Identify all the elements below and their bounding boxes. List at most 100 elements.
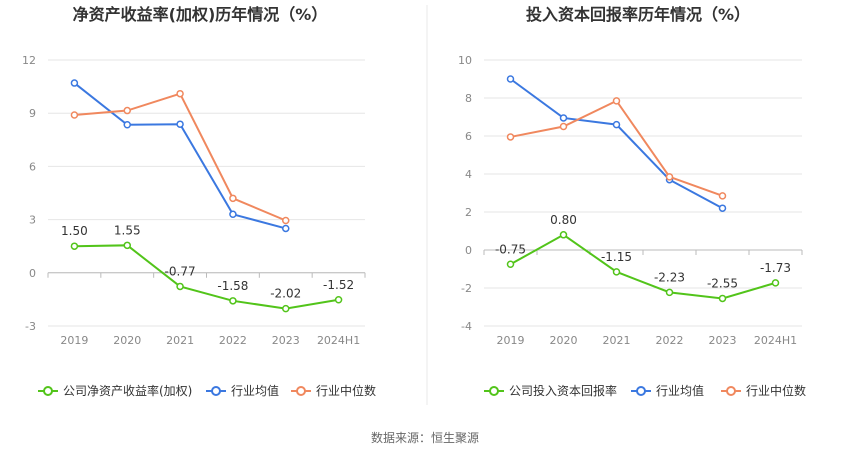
data-label: 1.50 <box>61 224 88 238</box>
data-label: -2.23 <box>654 270 685 284</box>
x-tick-label: 2019 <box>497 334 525 347</box>
y-tick-label: 6 <box>465 130 472 143</box>
series-company: -0.75 0.80 -1.15 -2.23 -2.55 -1.73 <box>495 213 791 303</box>
data-point <box>282 224 290 233</box>
data-point <box>229 194 237 203</box>
series-line <box>510 99 723 197</box>
data-point <box>718 294 727 303</box>
data-label: -1.15 <box>601 250 632 264</box>
x-tick-label: 2023 <box>709 334 737 347</box>
legend-item-avg[interactable]: 行业均值 <box>631 383 704 398</box>
series-median <box>70 89 290 225</box>
y-tick-label: -2 <box>461 282 472 295</box>
source-note: 数据来源：恒生聚源 <box>371 430 479 445</box>
y-tick-label: 0 <box>465 244 472 257</box>
x-tick-label: 2023 <box>272 334 300 347</box>
legend-item-avg[interactable]: 行业均值 <box>206 383 279 398</box>
data-label: 1.55 <box>114 223 141 237</box>
data-point <box>559 231 568 239</box>
data-label: -1.58 <box>217 279 248 293</box>
data-label: -0.75 <box>495 242 526 256</box>
data-point <box>334 296 343 304</box>
data-point <box>123 106 131 115</box>
data-label: -0.77 <box>165 264 196 278</box>
series-avg <box>70 79 290 233</box>
data-point <box>123 120 131 129</box>
y-tick-label: 9 <box>29 107 36 120</box>
legend-label: 公司投入资本回报率 <box>509 383 617 398</box>
data-point <box>70 111 79 119</box>
legend-label: 行业均值 <box>231 383 279 398</box>
series-line <box>74 244 339 310</box>
legend-label: 行业均值 <box>656 383 704 398</box>
data-point <box>718 204 727 212</box>
x-tick-label: 2021 <box>166 334 194 347</box>
legend-swatch-marker <box>636 386 646 396</box>
x-tick-label: 2022 <box>219 334 247 347</box>
data-point <box>665 288 674 297</box>
legend-item-median[interactable]: 行业中位数 <box>291 383 376 398</box>
x-tick-label: 2022 <box>656 334 684 347</box>
y-tick-label: 4 <box>465 168 472 181</box>
y-tick-label: 3 <box>29 214 36 227</box>
legend-swatch-marker <box>489 386 499 396</box>
series-avg <box>506 75 727 212</box>
chart-title: 投入资本回报率历年情况（%） <box>526 5 750 24</box>
data-point <box>176 89 184 98</box>
data-point <box>506 75 515 83</box>
y-tick-label: -3 <box>25 320 36 333</box>
legend-item-company[interactable]: 公司净资产收益率(加权) <box>38 383 192 398</box>
chart-panel-1: 净资产收益率(加权)历年情况（%） 12 9 6 3 0 -3 2019 2020 2021 202… <box>22 5 376 398</box>
data-label: -1.73 <box>760 261 791 275</box>
y-tick-label: 12 <box>22 54 36 67</box>
data-point <box>229 210 237 219</box>
legend-swatch-marker <box>43 386 53 396</box>
legend-item-company[interactable]: 公司投入资本回报率 <box>484 383 617 398</box>
x-tick-label: 2024H1 <box>754 334 797 347</box>
data-point <box>70 242 79 250</box>
x-tick-label: 2021 <box>603 334 631 347</box>
x-tick-label: 2020 <box>550 334 578 347</box>
data-point <box>176 120 184 128</box>
data-point <box>282 216 290 225</box>
data-point <box>123 241 131 250</box>
y-tick-label: -4 <box>461 320 472 333</box>
data-label: -2.55 <box>707 276 738 290</box>
data-point <box>612 97 621 105</box>
y-tick-label: 6 <box>29 160 36 173</box>
data-point <box>506 133 515 141</box>
data-point <box>229 297 237 305</box>
data-point <box>282 304 290 313</box>
data-label: -1.52 <box>323 278 354 292</box>
y-tick-label: 2 <box>465 206 472 219</box>
series-company: 1.50 1.55 -0.77 -1.58 -2.02 -1.52 <box>61 223 354 313</box>
legend-item-median[interactable]: 行业中位数 <box>721 383 806 398</box>
legend-label: 行业中位数 <box>746 383 806 398</box>
data-point <box>612 268 621 276</box>
x-tick-label: 2019 <box>60 334 88 347</box>
y-tick-label: 0 <box>29 267 36 280</box>
data-point <box>665 173 674 181</box>
data-point <box>176 282 184 291</box>
chart-panel-2: 投入资本回报率历年情况（%） 10 8 6 4 2 0 -2 -4 2019 2020 2021 202… <box>458 5 806 398</box>
data-label: -2.02 <box>270 287 301 301</box>
data-point <box>506 260 515 268</box>
data-point <box>559 122 568 131</box>
y-tick-label: 10 <box>458 54 472 67</box>
x-tick-label: 2024H1 <box>317 334 360 347</box>
data-point <box>559 114 568 122</box>
legend-swatch-marker <box>211 386 221 396</box>
series-median <box>506 97 727 200</box>
legend-swatch-marker <box>726 386 736 396</box>
y-tick-label: 8 <box>465 92 472 105</box>
data-point <box>612 120 621 129</box>
data-point <box>70 79 79 87</box>
chart-title: 净资产收益率(加权)历年情况（%） <box>73 5 328 24</box>
legend-label: 行业中位数 <box>316 383 376 398</box>
data-point <box>771 279 780 287</box>
legend-swatch-marker <box>296 386 306 396</box>
legend-label: 公司净资产收益率(加权) <box>63 383 192 398</box>
data-label: 0.80 <box>550 213 577 227</box>
